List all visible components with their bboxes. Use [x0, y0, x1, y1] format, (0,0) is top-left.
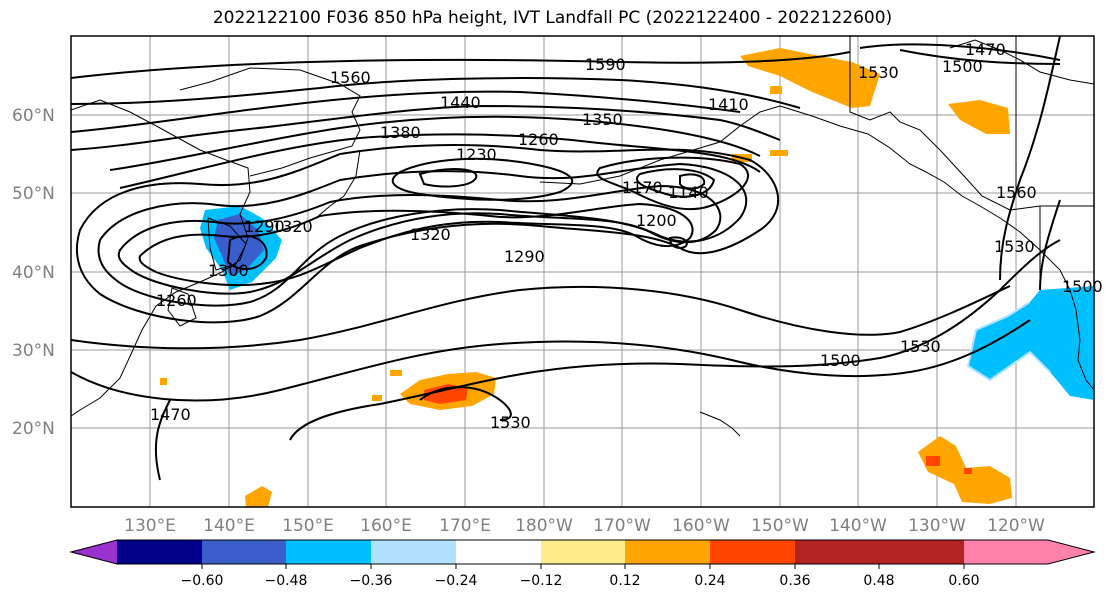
lon-label: 140°E [203, 516, 255, 536]
colorbar-tick-label: −0.60 [181, 573, 224, 589]
colorbar-outline [69, 539, 1096, 565]
colorbar-segment [456, 540, 541, 564]
map-title: 2022122100 F036 850 hPa height, IVT Land… [212, 8, 893, 28]
contour-label: 1590 [585, 55, 626, 74]
contour-label: 1290 [244, 217, 285, 236]
contour-label: 1530 [900, 337, 941, 356]
contour-label: 1530 [858, 63, 899, 82]
lon-label: 160°W [672, 516, 730, 536]
colorbar: −0.60 −0.48 −0.36 −0.24 −0.12 0.12 0.24 … [69, 539, 1096, 589]
contour-label: 1500 [942, 57, 983, 76]
map-frame [70, 35, 1095, 508]
contour-label: 1320 [272, 217, 313, 236]
lat-label: 40°N [12, 263, 55, 283]
ivt-shading [160, 48, 1094, 507]
lon-label: 130°W [908, 516, 966, 536]
colorbar-segment [710, 540, 795, 564]
lon-labels: 130°E 140°E 150°E 160°E 170°E 180°W 170°… [124, 516, 1045, 536]
lat-label: 60°N [12, 106, 55, 126]
lon-label: 170°W [593, 516, 651, 536]
colorbar-tick-label: −0.36 [350, 573, 393, 589]
lon-label: 120°W [987, 516, 1045, 536]
contour-label: 1410 [708, 95, 749, 114]
contour-label: 1170 [622, 178, 663, 197]
contour-label: 1290 [504, 247, 545, 266]
contour-label: 1300 [208, 261, 249, 280]
lon-label: 160°E [360, 516, 412, 536]
contour-label: 1560 [330, 68, 371, 87]
colorbar-tick-label: 0.12 [609, 573, 640, 589]
height-contours [71, 36, 1061, 481]
lon-label: 180°W [515, 516, 573, 536]
colorbar-extend-high [1048, 540, 1094, 564]
gridlines [71, 36, 1094, 507]
colorbar-tick-label: 0.48 [863, 573, 894, 589]
contour-labels: 1560 1590 1470 1500 1530 1440 1410 1350 … [150, 40, 1103, 432]
contour-label: 1350 [582, 110, 623, 129]
colorbar-segment [286, 540, 371, 564]
lon-label: 150°W [751, 516, 809, 536]
lon-label: 150°E [282, 516, 334, 536]
colorbar-segment [117, 540, 202, 564]
contour-label: 1260 [156, 291, 197, 310]
colorbar-tick-label: −0.12 [520, 573, 563, 589]
contour-label: 1320 [410, 225, 451, 244]
lon-label: 130°E [124, 516, 176, 536]
contour-label: 1470 [150, 405, 191, 424]
colorbar-segment [879, 540, 964, 564]
contour-label: 1260 [518, 130, 559, 149]
colorbar-tick-label: 0.36 [779, 573, 810, 589]
colorbar-segment [541, 540, 625, 564]
contour-label: 1380 [380, 123, 421, 142]
colorbar-segment [795, 540, 879, 564]
contour-label: 1470 [965, 40, 1006, 59]
lon-label: 140°W [829, 516, 887, 536]
colorbar-segment [625, 540, 710, 564]
colorbar-segment [202, 540, 286, 564]
lat-label: 30°N [12, 341, 55, 361]
contour-label: 1140 [668, 183, 709, 202]
lat-labels: 60°N 50°N 40°N 30°N 20°N [12, 106, 55, 439]
colorbar-extend-low [71, 540, 117, 564]
contour-label: 1200 [636, 211, 677, 230]
colorbar-tick-label: −0.24 [435, 573, 478, 589]
contour-label: 1560 [996, 183, 1037, 202]
coastlines [71, 36, 1094, 437]
contour-label: 1530 [994, 237, 1035, 256]
colorbar-segment [964, 540, 1048, 564]
contour-label: 1440 [440, 93, 481, 112]
contour-label: 1530 [490, 413, 531, 432]
contour-label: 1500 [820, 351, 861, 370]
lat-label: 50°N [12, 184, 55, 204]
colorbar-tick-label: 0.24 [694, 573, 725, 589]
contour-label: 1500 [1062, 277, 1103, 296]
contour-label: 1230 [456, 145, 497, 164]
colorbar-segment [371, 540, 456, 564]
colorbar-tick-label: 0.60 [948, 573, 979, 589]
colorbar-tick-label: −0.48 [265, 573, 308, 589]
lon-label: 170°E [439, 516, 491, 536]
lat-label: 20°N [12, 419, 55, 439]
